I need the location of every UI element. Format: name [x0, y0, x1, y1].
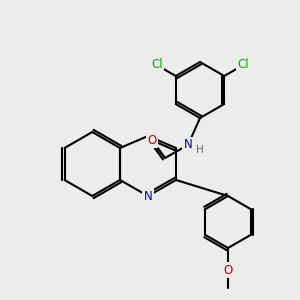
Text: O: O [224, 263, 232, 277]
Text: O: O [224, 263, 232, 277]
Text: N: N [184, 139, 192, 152]
Text: N: N [144, 190, 152, 202]
Text: Cl: Cl [151, 58, 163, 71]
Text: H: H [196, 145, 204, 155]
Text: Cl: Cl [238, 58, 249, 71]
Text: O: O [147, 134, 157, 146]
